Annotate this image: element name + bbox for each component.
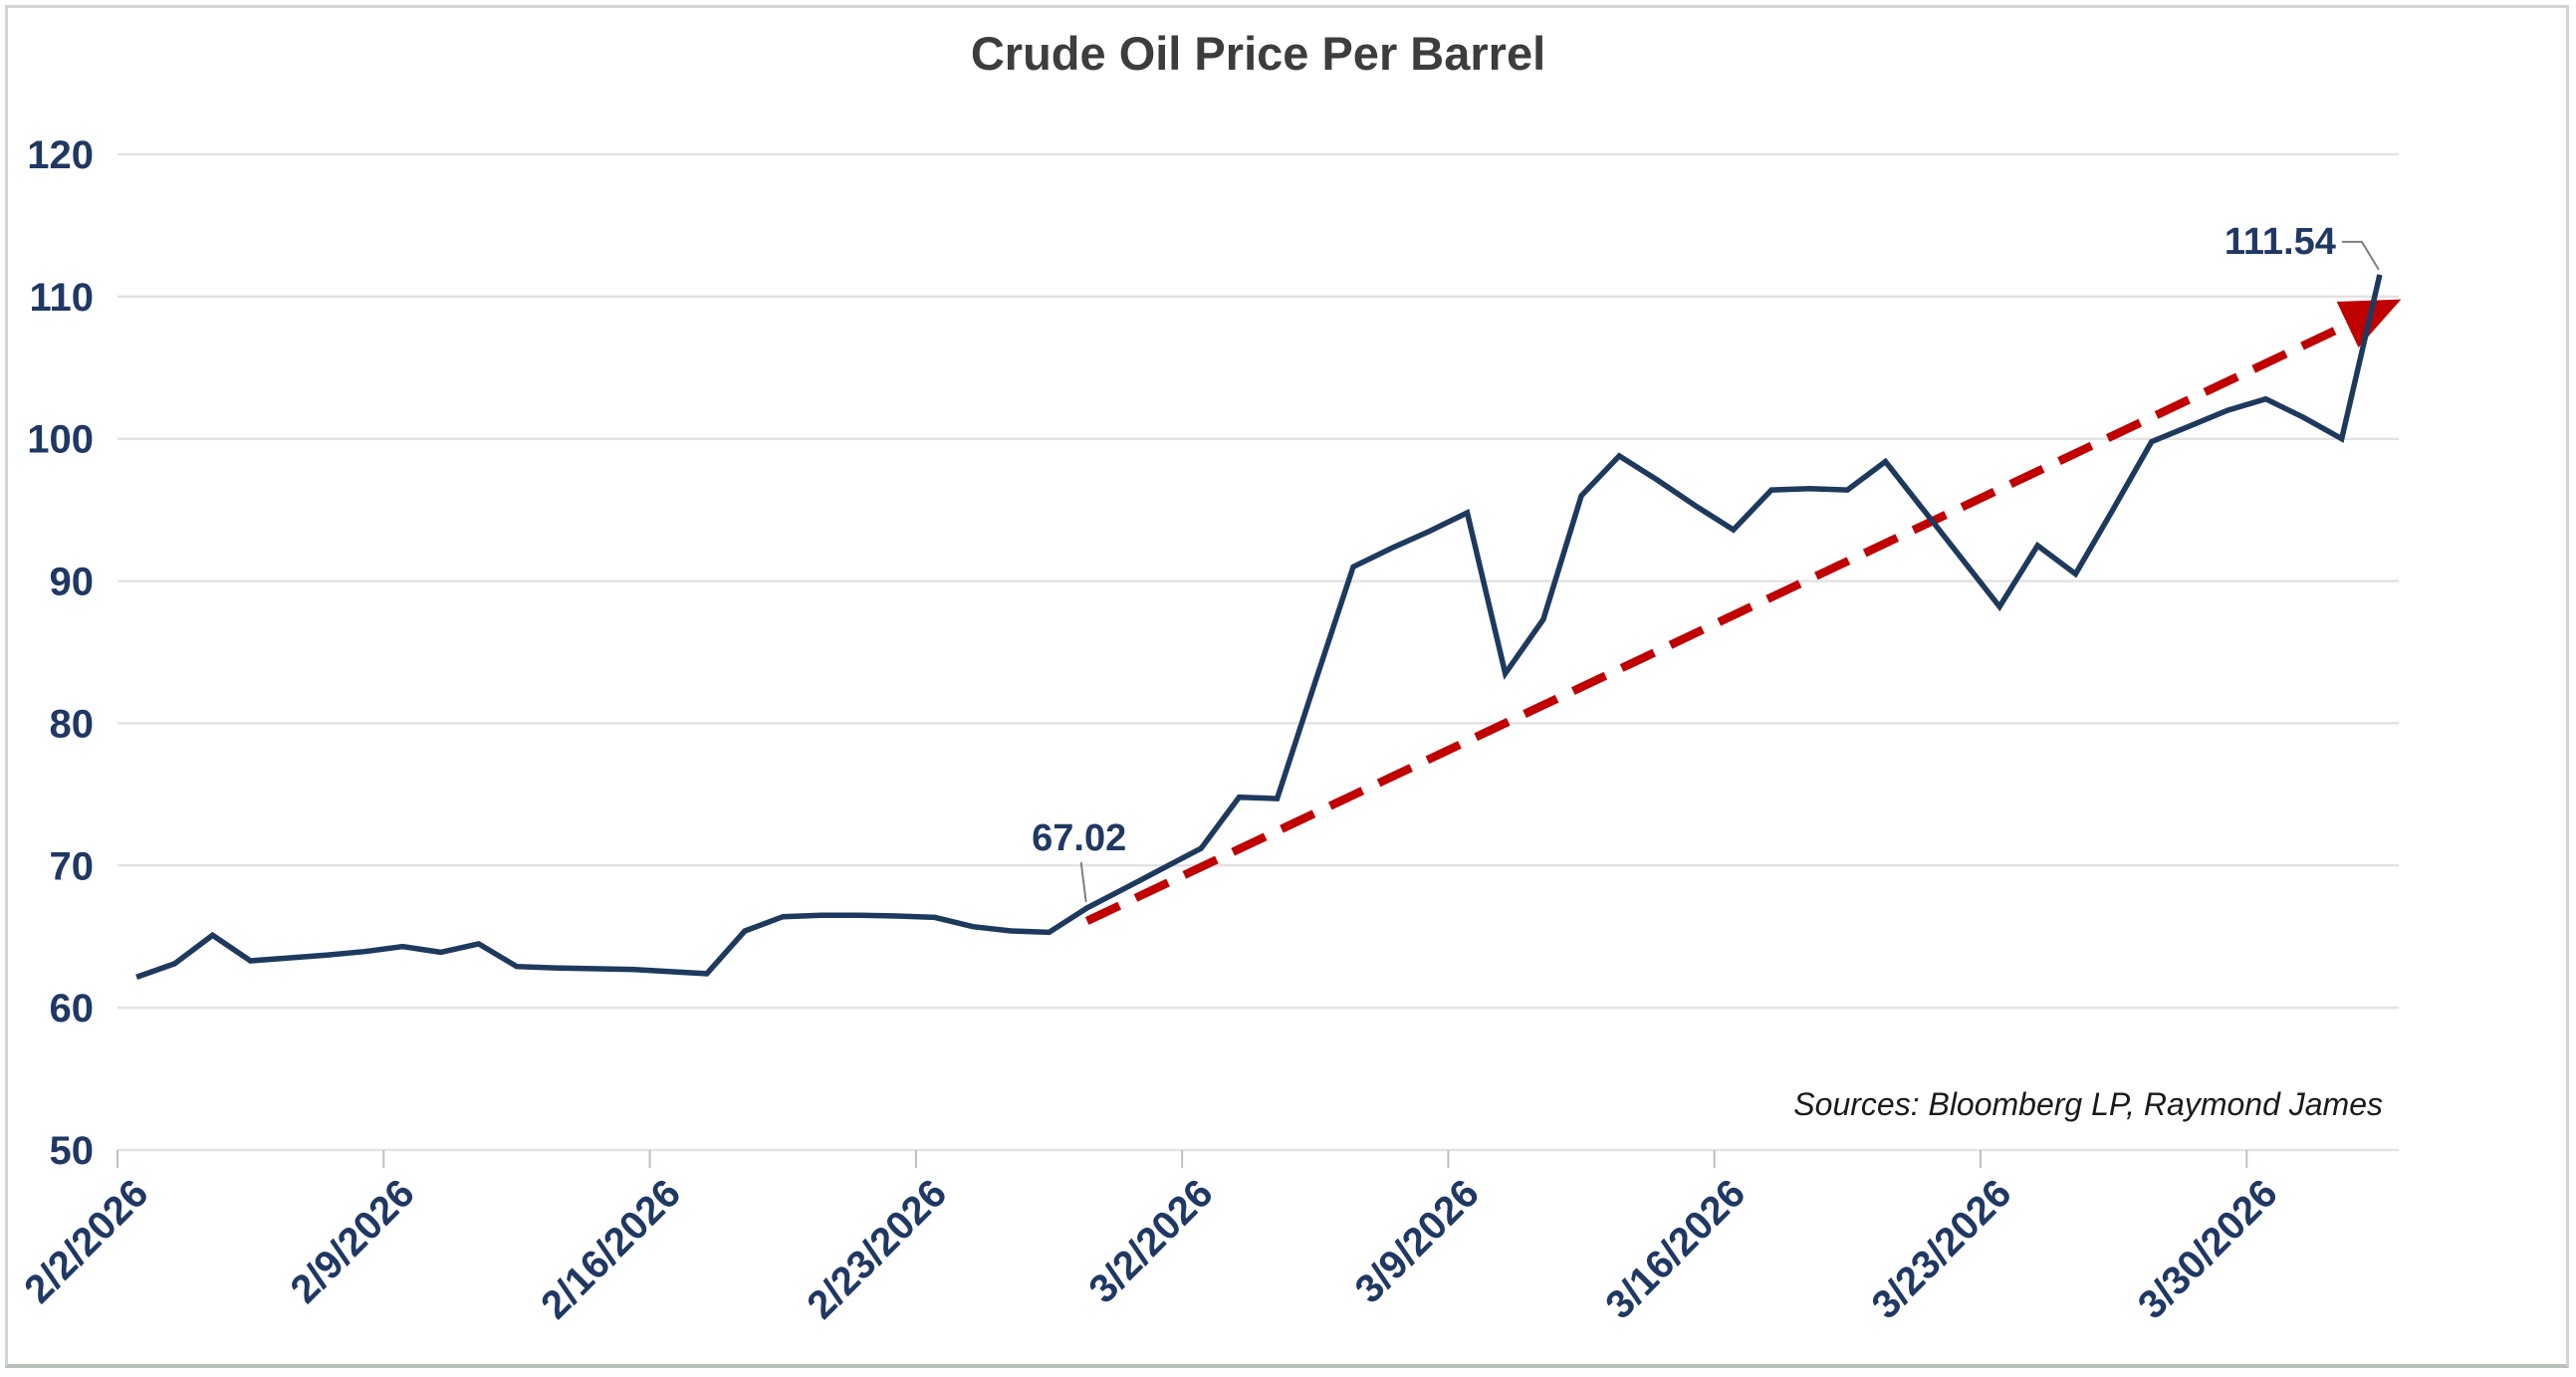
x-axis-label: 2/9/2026 [283, 1171, 423, 1311]
y-axis-label: 90 [50, 561, 95, 604]
chart-title: Crude Oil Price Per Barrel [970, 27, 1546, 80]
x-axis-label: 3/16/2026 [1597, 1171, 1754, 1327]
x-axis-label: 2/16/2026 [533, 1171, 689, 1327]
x-axis-label: 3/30/2026 [2130, 1171, 2286, 1327]
x-axis-label: 3/9/2026 [1347, 1171, 1488, 1311]
trendline-dashed-arrow [1084, 299, 2402, 925]
x-axis-label: 3/23/2026 [1864, 1171, 2020, 1327]
y-axis-label: 70 [50, 844, 95, 888]
price-line [135, 274, 2383, 980]
annotation-label: 67.02 [1032, 817, 1126, 859]
y-axis-label: 80 [50, 702, 95, 746]
annotation-label: 111.54 [2225, 221, 2336, 263]
annotation-leader-line [1079, 861, 1087, 902]
y-axis-label: 60 [50, 987, 95, 1031]
y-axis-label: 50 [50, 1129, 95, 1173]
x-axis-label: 3/2/2026 [1080, 1171, 1221, 1311]
y-axis-label: 120 [27, 133, 94, 177]
x-axis-label: 2/23/2026 [799, 1171, 955, 1327]
x-axis-label: 2/2/2026 [16, 1171, 156, 1311]
annotation-leader-line [2341, 240, 2380, 271]
source-note: Sources: Bloomberg LP, Raymond James [1793, 1086, 2383, 1122]
y-axis-label: 110 [29, 276, 94, 320]
y-axis-label: 100 [27, 418, 94, 462]
